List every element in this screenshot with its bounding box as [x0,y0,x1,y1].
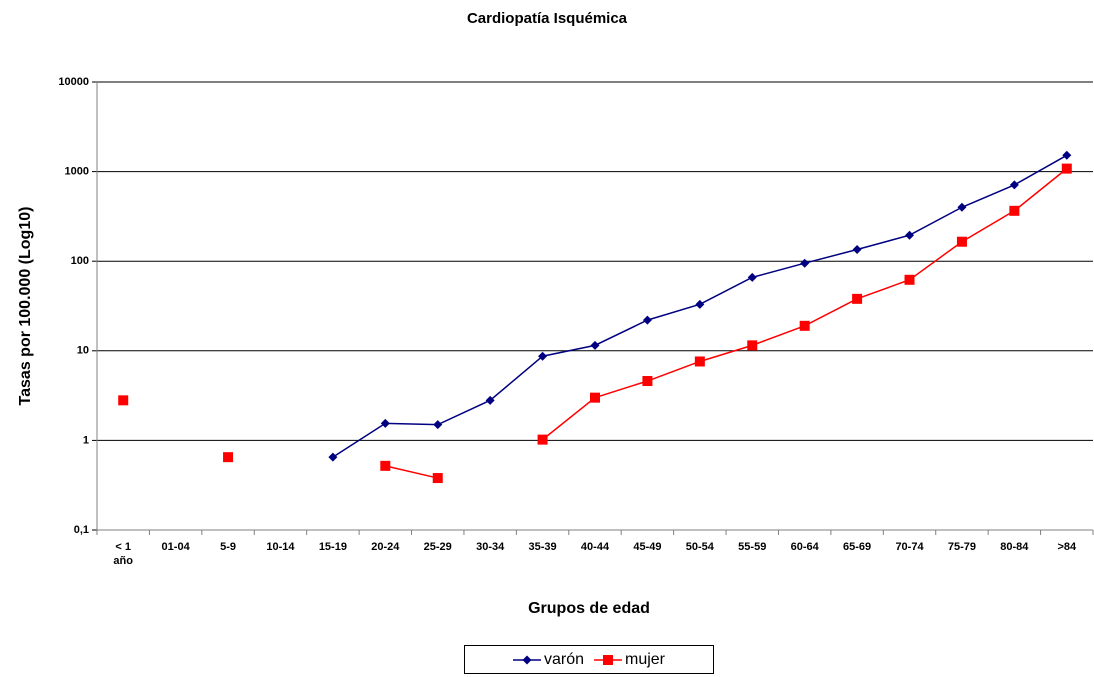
marker [957,202,967,212]
marker [1009,180,1019,190]
marker [590,392,600,403]
y-tick-label: 1 [83,434,89,446]
marker [223,452,234,463]
marker [118,395,129,406]
marker [642,376,653,387]
x-tick-label: 01-04 [161,541,190,553]
x-axis-title: Grupos de edad [528,600,650,617]
x-tick-label: 30-34 [476,541,505,553]
legend-item: mujer [594,651,665,669]
marker [956,236,967,247]
x-tick-label: 60-64 [790,541,819,553]
marker [747,272,757,282]
marker [433,420,443,430]
marker [1009,205,1020,216]
marker [1062,150,1072,160]
x-tick-label: 5-9 [220,541,236,553]
x-tick-label: 50-54 [685,541,714,553]
marker [747,340,758,351]
legend-marker [603,654,613,665]
x-tick-label: 45-49 [633,541,662,553]
legend-icon [594,654,622,665]
marker [328,452,338,462]
x-tick-label: 75-79 [947,541,976,553]
x-tick-label: >84 [1057,541,1077,553]
marker [432,473,443,484]
marker [642,315,652,325]
marker [1061,163,1072,174]
marker [590,340,600,350]
x-tick-label: 20-24 [371,541,400,553]
marker [852,245,862,255]
y-tick-label: 10000 [58,76,89,88]
y-tick-label: 0,1 [74,524,89,536]
marker [904,274,915,285]
x-tick-label: 65-69 [843,541,872,553]
x-tick-label: 55-59 [738,541,767,553]
chart-title: Cardiopatía Isquémica [467,10,628,27]
y-axis-title: Tasas por 100.000 (Log10) [17,207,34,406]
marker [694,356,705,367]
x-tick-label: < 1 año [113,541,133,567]
y-tick-label: 1000 [65,166,89,178]
y-tick-label: 10 [77,345,89,357]
legend: varón mujer [464,645,714,674]
y-tick-label: 100 [71,255,89,267]
marker [537,434,548,445]
marker [538,351,548,361]
series-line [385,168,1068,479]
x-tick-label: 15-19 [318,541,347,553]
legend-item: varón [512,650,584,669]
marker [799,320,810,331]
marker [695,299,705,309]
marker [800,258,810,268]
legend-marker [522,655,532,664]
legend-icon [512,655,541,664]
marker [380,460,391,471]
marker [485,395,495,405]
x-tick-label: 70-74 [895,541,924,553]
marker [852,293,863,304]
x-tick-label: 10-14 [266,541,295,553]
marker [905,230,915,240]
marker [380,418,390,428]
x-tick-label: 35-39 [528,541,557,553]
x-tick-label: 80-84 [1000,541,1029,553]
legend-label: mujer [625,650,666,668]
x-tick-label: 40-44 [580,541,610,553]
legend-label: varón [543,650,584,668]
x-tick-label: 25-29 [423,541,452,553]
